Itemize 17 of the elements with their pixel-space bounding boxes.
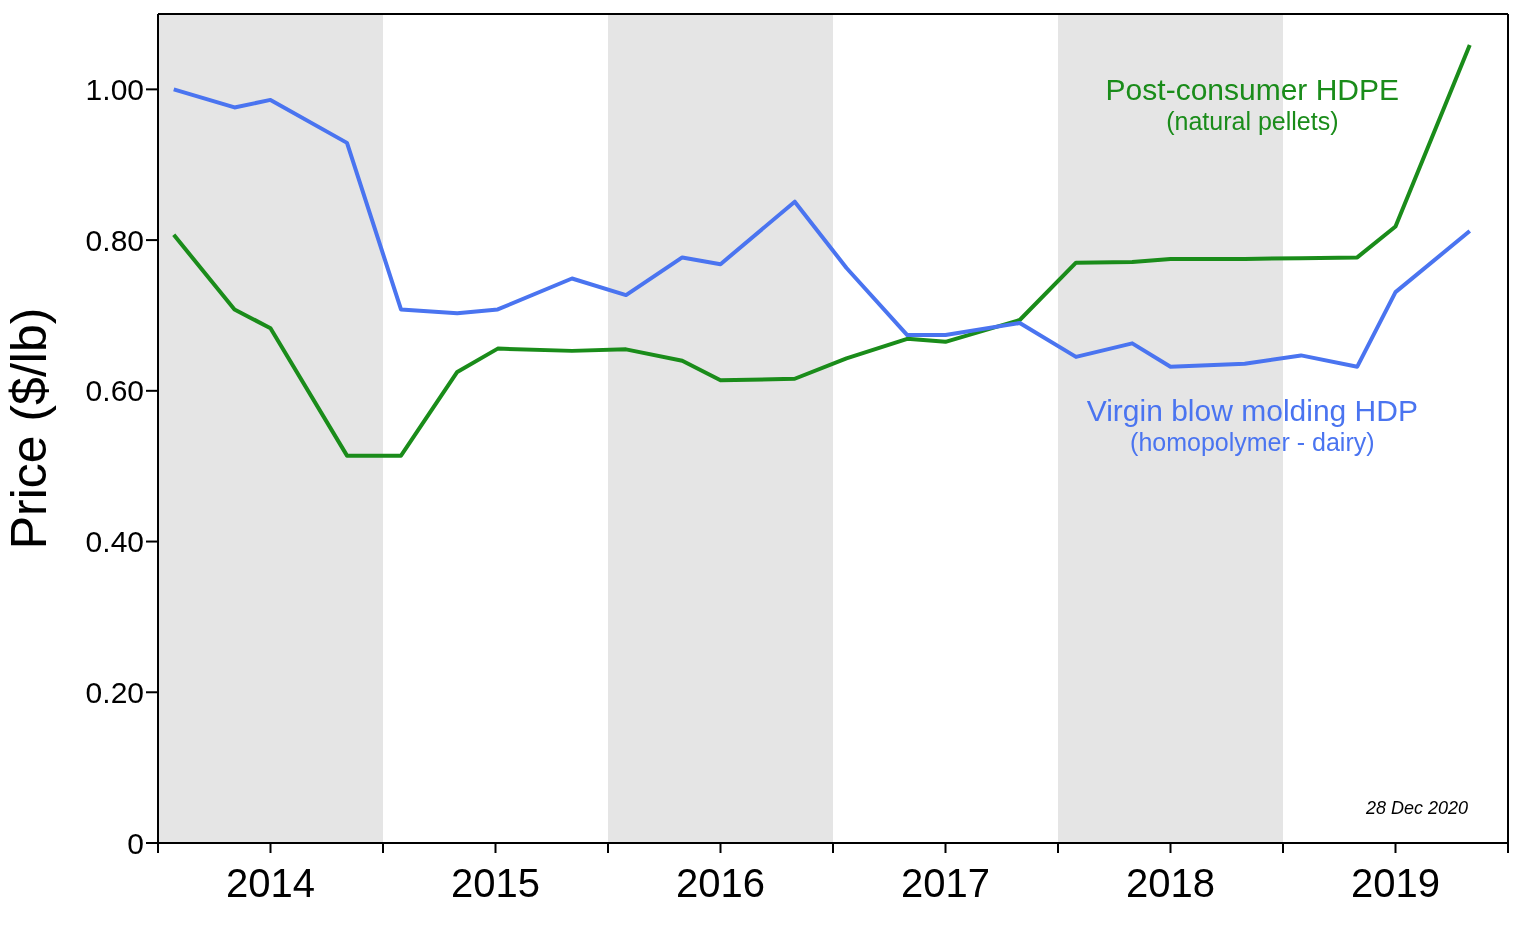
x-tick-label: 2014 [226,861,315,906]
y-tick-label: 0.20 [85,675,144,709]
x-tick-label: 2015 [451,861,540,906]
y-axis-title: Price ($/lb) [0,307,57,550]
line-series [171,42,1472,458]
y-tick-label: 0.40 [85,525,144,559]
annotation: 28 Dec 2020 [1365,798,1468,819]
y-tick-label: 0.80 [85,223,144,257]
x-tick-label: 2016 [676,861,765,906]
y-tick-label: 1.00 [85,73,144,107]
x-tick-label: 2017 [901,861,990,906]
series-label: Virgin blow molding HDP (homopolymer - dairy) [1086,393,1418,457]
y-tick-label: 0.60 [85,374,144,408]
x-tick-label: 2019 [1351,861,1440,906]
x-tick-label: 2018 [1126,861,1215,906]
series-label: Post-consumer HDPE (natural pellets) [1105,72,1400,136]
y-tick-label: 0 [127,826,144,860]
